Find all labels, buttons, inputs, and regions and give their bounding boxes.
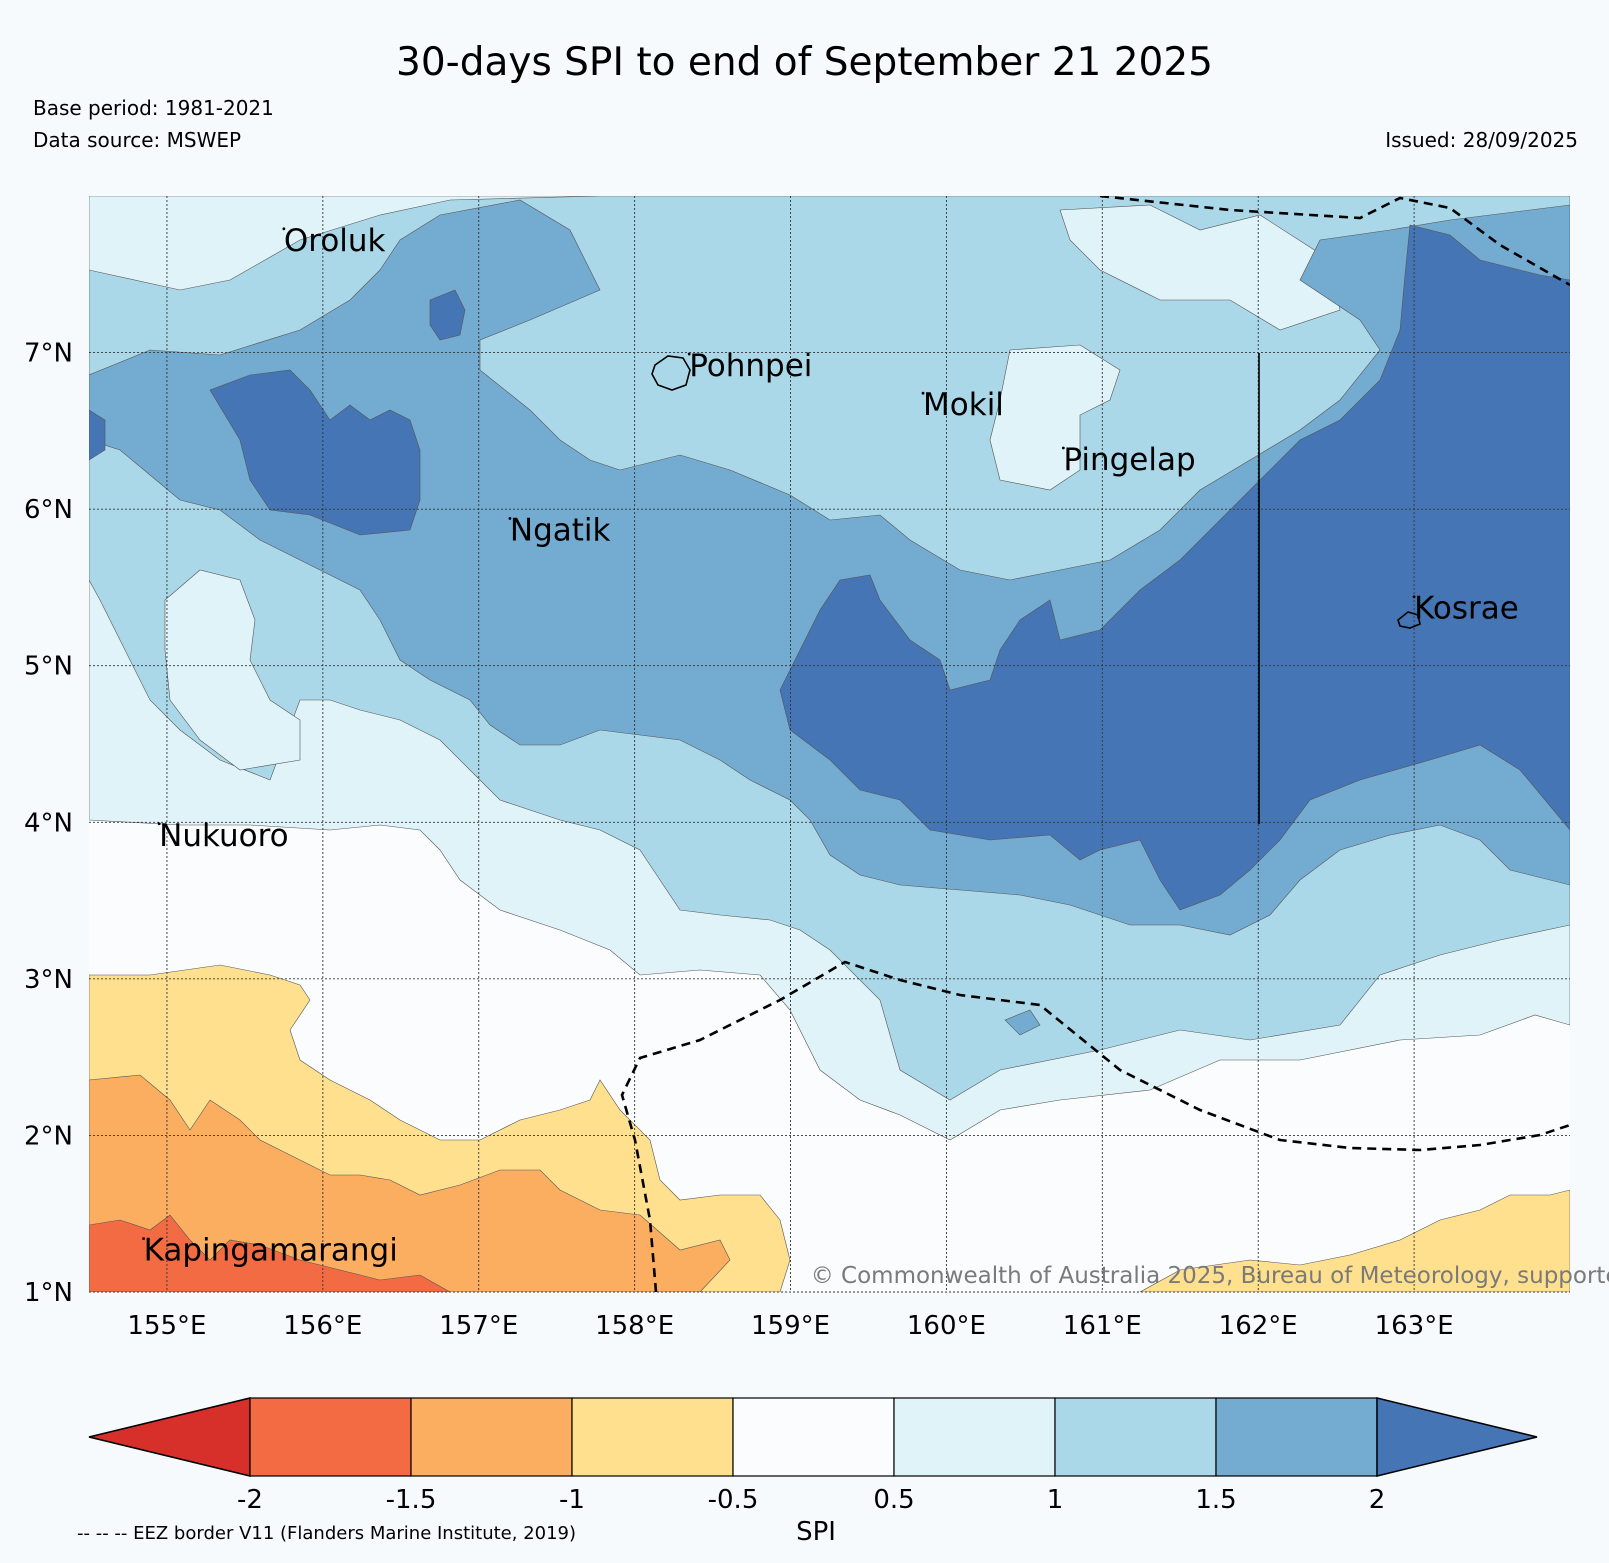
eez-borders xyxy=(620,196,1570,1292)
colorbar-swatch xyxy=(893,1397,1056,1477)
colorbar-extend-low xyxy=(88,1397,251,1477)
place-marker xyxy=(157,822,161,826)
lon-tick-label: 160°E xyxy=(907,1311,986,1341)
place-label-ngatik: Ngatik xyxy=(510,512,611,548)
lon-tick-label: 163°E xyxy=(1375,1311,1454,1341)
colorbar-swatch xyxy=(571,1397,734,1477)
axis-tick-labels: 155°E 156°E 157°E 158°E 159°E 160°E 161°E 162°E… xyxy=(24,339,1454,1341)
spi-region-neg1.5-neg2 xyxy=(89,1214,451,1292)
island-outlines xyxy=(651,355,1421,629)
pohnpei-island-outline xyxy=(651,355,691,391)
data-source: Data source: MSWEP xyxy=(33,128,242,152)
map-gridlines xyxy=(89,196,1570,1293)
place-marker xyxy=(1412,595,1416,599)
colorbar-swatch xyxy=(1054,1397,1217,1477)
place-marker xyxy=(142,1237,145,1241)
place-label-kosrae: Kosrae xyxy=(1414,591,1519,627)
colorbar-tick-labels: -2 -1.5 -1 -0.5 0.5 1 1.5 2 xyxy=(237,1485,1385,1515)
spi-colorbar xyxy=(88,1397,1538,1477)
spi-region-0.5-1-patch-north xyxy=(989,344,1121,491)
spi-region-over-2-east xyxy=(779,224,1570,911)
colorbar-extend-high xyxy=(1376,1397,1538,1477)
colorbar-tick-label: 2 xyxy=(1369,1485,1386,1515)
lat-tick-label: 7°N xyxy=(24,339,73,369)
lat-tick-label: 4°N xyxy=(24,808,73,838)
lat-tick-label: 5°N xyxy=(24,652,73,682)
colorbar-tick-label: -0.5 xyxy=(708,1485,759,1515)
spi-region-0.5-1-patch-west xyxy=(164,569,301,771)
copyright-notice: © Commonwealth of Australia 2025, Bureau… xyxy=(811,1263,1609,1289)
place-label-pohnpei: Pohnpei xyxy=(689,348,812,384)
issued-date: Issued: 28/09/2025 xyxy=(1385,128,1578,152)
place-label-nukuoro: Nukuoro xyxy=(159,818,288,854)
colorbar-swatch xyxy=(732,1397,895,1477)
lon-tick-label: 155°E xyxy=(127,1311,206,1341)
spi-region-neg0.5-neg1-east xyxy=(1139,1189,1570,1292)
spi-region-over-2-blob xyxy=(429,289,466,341)
place-marker xyxy=(508,517,512,520)
colorbar-swatch xyxy=(249,1397,412,1477)
spi-region-over-2-edge xyxy=(89,409,106,461)
colorbar-tick-label: -1 xyxy=(559,1485,585,1515)
colorbar-swatch xyxy=(1215,1397,1378,1477)
colorbar-tick-label: 1.5 xyxy=(1195,1485,1236,1515)
eez-border-note: -- -- -- EEZ border V11 (Flanders Marine… xyxy=(77,1523,577,1544)
lon-tick-label: 157°E xyxy=(439,1311,518,1341)
lon-tick-label: 156°E xyxy=(283,1311,362,1341)
lat-tick-label: 1°N xyxy=(24,1278,73,1308)
place-label-mokil: Mokil xyxy=(923,387,1004,423)
spi-field xyxy=(89,196,1570,1292)
map-title: 30-days SPI to end of September 21 2025 xyxy=(396,40,1213,85)
place-labels: Oroluk Pohnpei Mokil Pingelap Ngatik Kosrae Nu… xyxy=(142,223,1519,1269)
lon-tick-label: 161°E xyxy=(1063,1311,1142,1341)
place-label-kapingamarangi: Kapingamarangi xyxy=(144,1233,398,1269)
lat-tick-label: 6°N xyxy=(24,495,73,525)
colorbar-tick-label: 1 xyxy=(1047,1485,1064,1515)
place-label-pingelap: Pingelap xyxy=(1063,442,1195,478)
lon-tick-label: 158°E xyxy=(595,1311,674,1341)
base-period: Base period: 1981-2021 xyxy=(33,96,274,120)
spi-region-neg1-neg1.5 xyxy=(89,1074,731,1292)
colorbar-tick-label: -2 xyxy=(237,1485,263,1515)
lon-tick-label: 162°E xyxy=(1219,1311,1298,1341)
lon-tick-label: 159°E xyxy=(751,1311,830,1341)
spi-region-0.5-1-patch-northeast xyxy=(1059,204,1341,331)
lat-tick-label: 3°N xyxy=(24,965,73,995)
eez-border-northeast xyxy=(1099,196,1570,287)
place-marker xyxy=(921,391,925,395)
spi-region-1.5-2-patch xyxy=(1004,1009,1041,1036)
eez-border-south xyxy=(620,960,1570,1292)
lat-tick-label: 2°N xyxy=(24,1121,73,1151)
place-marker xyxy=(687,352,691,356)
colorbar-tick-label: -1.5 xyxy=(386,1485,437,1515)
spi-region-over-2-west xyxy=(209,369,421,536)
place-marker xyxy=(282,227,286,231)
colorbar-swatch xyxy=(410,1397,573,1477)
place-marker xyxy=(1061,446,1065,450)
kosrae-island-outline xyxy=(1397,611,1421,629)
place-label-oroluk: Oroluk xyxy=(284,223,386,259)
colorbar-tick-label: 0.5 xyxy=(873,1485,914,1515)
colorbar-label: SPI xyxy=(796,1517,836,1547)
